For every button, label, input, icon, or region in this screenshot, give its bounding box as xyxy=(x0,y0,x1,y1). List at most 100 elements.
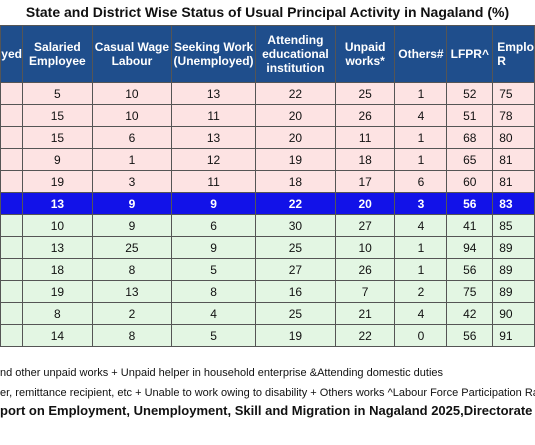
table-cell: 21 xyxy=(334,302,396,325)
table-row: 19 3 11 18 17 6 60 81 xyxy=(0,170,535,193)
table-cell: 2 xyxy=(394,280,448,303)
table-cell: 78 xyxy=(492,104,535,127)
source-note: port on Employment, Unemployment, Skill … xyxy=(0,403,535,418)
table-cell: 60 xyxy=(446,170,494,193)
table-cell: 89 xyxy=(492,236,535,259)
table-cell: 17 xyxy=(334,170,396,193)
table-cell: 10 xyxy=(21,214,93,237)
table-cell: 16 xyxy=(255,280,336,303)
table-cell: 0 xyxy=(394,324,448,347)
table-cell: 20 xyxy=(334,192,396,215)
table-cell: 19 xyxy=(255,324,336,347)
table-cell: 20 xyxy=(255,126,336,149)
table-row: 5 10 13 22 25 1 52 75 xyxy=(0,82,535,105)
table-cell: 22 xyxy=(334,324,396,347)
table-cell: 22 xyxy=(255,192,336,215)
table-cell: 27 xyxy=(334,214,396,237)
table-cell: 1 xyxy=(394,236,448,259)
table-cell: 25 xyxy=(91,236,173,259)
table-cell: 81 xyxy=(492,170,535,193)
table-cell: 3 xyxy=(394,192,448,215)
table-cell: 41 xyxy=(446,214,494,237)
footnote-line: er, remittance recipient, etc + Unable t… xyxy=(0,387,535,399)
table-cell: 56 xyxy=(446,192,494,215)
table-cell: 7 xyxy=(334,280,396,303)
table-row: 10 9 6 30 27 4 41 85 xyxy=(0,214,535,237)
table-cell: 85 xyxy=(492,214,535,237)
table-cell: 80 xyxy=(492,126,535,149)
table-cell: 15 xyxy=(21,126,93,149)
table-cell: 83 xyxy=(492,192,535,215)
table-cell: 15 xyxy=(21,104,93,127)
table-cell: 11 xyxy=(171,170,257,193)
header-cell: yed xyxy=(0,25,23,83)
table-cell: 8 xyxy=(91,258,173,281)
table-cell: 8 xyxy=(91,324,173,347)
table-row: 18 8 5 27 26 1 56 89 xyxy=(0,258,535,281)
table-cell: 90 xyxy=(492,302,535,325)
table-cell: 56 xyxy=(446,324,494,347)
table-cell xyxy=(0,214,23,237)
table-cell: 68 xyxy=(446,126,494,149)
footnote-line: nd other unpaid works + Unpaid helper in… xyxy=(0,367,444,379)
table-cell xyxy=(0,126,23,149)
header-row: yed Salaried Employee Casual Wage Labour… xyxy=(0,25,535,83)
table-cell: 1 xyxy=(394,82,448,105)
table-cell: 22 xyxy=(255,82,336,105)
table-cell: 10 xyxy=(334,236,396,259)
table-row: 19 13 8 16 7 2 75 89 xyxy=(0,280,535,303)
table-cell: 25 xyxy=(334,82,396,105)
table-cell: 94 xyxy=(446,236,494,259)
table-cell: 26 xyxy=(334,104,396,127)
table-cell xyxy=(0,82,23,105)
header-cell: Others# xyxy=(394,25,448,83)
table-cell: 56 xyxy=(446,258,494,281)
table-cell: 3 xyxy=(91,170,173,193)
table-row: 9 1 12 19 18 1 65 81 xyxy=(0,148,535,171)
table-cell: 8 xyxy=(21,302,93,325)
table-cell: 10 xyxy=(91,82,173,105)
header-cell: Casual Wage Labour xyxy=(91,25,173,83)
table-cell xyxy=(0,258,23,281)
table-cell: 52 xyxy=(446,82,494,105)
table-cell: 13 xyxy=(171,82,257,105)
table-cell: 5 xyxy=(21,82,93,105)
table-row: 14 8 5 19 22 0 56 91 xyxy=(0,324,535,347)
table-cell: 18 xyxy=(21,258,93,281)
table-cell: 89 xyxy=(492,280,535,303)
table-cell: 1 xyxy=(394,126,448,149)
table-cell: 27 xyxy=(255,258,336,281)
table-row: 15 6 13 20 11 1 68 80 xyxy=(0,126,535,149)
state-total-row: 13 9 9 22 20 3 56 83 xyxy=(0,192,535,215)
table-cell: 18 xyxy=(255,170,336,193)
table-cell xyxy=(0,280,23,303)
table-cell: 10 xyxy=(91,104,173,127)
table-title: State and District Wise Status of Usual … xyxy=(25,4,510,20)
table-cell: 89 xyxy=(492,258,535,281)
table-cell: 6 xyxy=(394,170,448,193)
table-cell: 9 xyxy=(91,192,173,215)
footnotes: nd other unpaid works + Unpaid helper in… xyxy=(0,363,535,403)
table-cell: 13 xyxy=(91,280,173,303)
header-cell: LFPR^ xyxy=(446,25,494,83)
table-cell: 11 xyxy=(334,126,396,149)
table-cell: 19 xyxy=(255,148,336,171)
table-cell: 1 xyxy=(91,148,173,171)
header-cell: Attending educational institution xyxy=(255,25,336,83)
table-cell: 6 xyxy=(91,126,173,149)
table-cell: 1 xyxy=(394,148,448,171)
table-cell xyxy=(0,302,23,325)
table-cell: 75 xyxy=(446,280,494,303)
header-cell: Salaried Employee xyxy=(21,25,93,83)
table-cell: 25 xyxy=(255,236,336,259)
table-cell: 19 xyxy=(21,170,93,193)
table-cell: 13 xyxy=(21,192,93,215)
table-cell: 4 xyxy=(394,104,448,127)
table-cell: 9 xyxy=(171,192,257,215)
table-row: 13 25 9 25 10 1 94 89 xyxy=(0,236,535,259)
header-cell: Emplo R xyxy=(492,25,535,83)
table-row: 8 2 4 25 21 4 42 90 xyxy=(0,302,535,325)
header-cell: Unpaid works* xyxy=(334,25,396,83)
table-cell: 19 xyxy=(21,280,93,303)
table-cell: 75 xyxy=(492,82,535,105)
